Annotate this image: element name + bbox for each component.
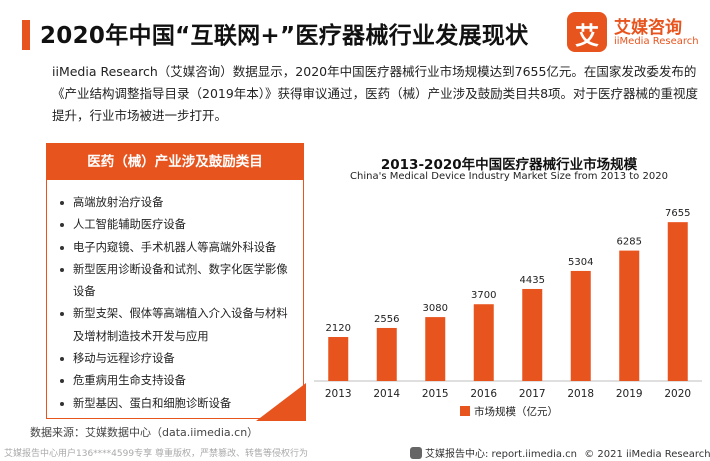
data-label-2018: 5304 xyxy=(568,257,593,268)
data-label-2015: 3080 xyxy=(423,303,448,314)
encouraged-categories-panel: 医药（械）产业涉及鼓励类目 高端放射治疗设备 人工智能辅助医疗设备 电子内窥镜、… xyxy=(46,143,304,419)
panel-corner-fold xyxy=(256,383,306,421)
list-item: 人工智能辅助医疗设备 xyxy=(59,214,293,236)
bar-2020 xyxy=(667,222,688,381)
panel-title: 医药（械）产业涉及鼓励类目 xyxy=(47,144,303,180)
intro-paragraph: iiMedia Research（艾媒咨询）数据显示，2020年中国医疗器械行业… xyxy=(52,64,699,123)
x-tick-label-2013: 2013 xyxy=(325,388,352,400)
data-label-2019: 6285 xyxy=(617,237,642,248)
bar-2017 xyxy=(522,288,543,381)
list-item: 新型基因、蛋白和细胞诊断设备 xyxy=(59,393,293,415)
bar-2014 xyxy=(376,327,397,381)
bar-2013 xyxy=(328,337,349,381)
bar-2015 xyxy=(425,317,446,381)
report-center-icon xyxy=(410,447,422,459)
list-item: 高端放射治疗设备 xyxy=(59,192,293,214)
report-site-link[interactable]: 艾媒报告中心: report.iimedia.cn xyxy=(425,449,577,460)
data-label-2017: 4435 xyxy=(520,275,545,286)
data-label-2014: 2556 xyxy=(374,314,399,325)
copyright: © 2021 iiMedia Research Inc xyxy=(584,449,710,460)
brand-logo-glyph: 艾 xyxy=(575,22,599,50)
market-size-bar-chart: 2120 2013 2556 2014 3080 2015 3700 2016 4435 2017… xyxy=(314,208,702,418)
chart-title: 2013-2020年中国医疗器械行业市场规模 xyxy=(380,157,638,173)
x-tick-label-2019: 2019 xyxy=(616,388,643,400)
data-label-2013: 2120 xyxy=(326,323,351,334)
list-item: 新型医用诊断设备和试剂、数字化医学影像设备 xyxy=(59,259,293,304)
list-item: 电子内窥镜、手术机器人等高端外科设备 xyxy=(59,237,293,259)
watermark-notice: 艾媒报告中心用户136****4599专享 尊重版权，严禁篡改、转售等侵权行为 xyxy=(4,449,308,459)
brand-subtitle: iiMedia Research xyxy=(614,36,699,47)
bar-2019 xyxy=(619,250,640,381)
page-title: 2020年中国“互联网+”医疗器械行业发展现状 xyxy=(40,23,529,49)
brand-logo: 艾 艾媒咨询 iiMedia Research xyxy=(567,10,707,54)
brand-logo-icon: 艾 xyxy=(567,12,607,52)
legend-label: 市场规模（亿元） xyxy=(474,405,558,418)
bar-2016 xyxy=(473,304,494,381)
x-tick-label-2016: 2016 xyxy=(470,388,497,400)
x-tick-label-2015: 2015 xyxy=(422,388,449,400)
category-list: 高端放射治疗设备 人工智能辅助医疗设备 电子内窥镜、手术机器人等高端外科设备 新… xyxy=(59,192,293,415)
list-item: 新型支架、假体等高端植入介入设备与材料及增材制造技术开发与应用 xyxy=(59,303,293,348)
data-label-2020: 7655 xyxy=(665,208,690,219)
x-tick-label-2018: 2018 xyxy=(567,388,594,400)
list-item: 移动与远程诊疗设备 xyxy=(59,348,293,370)
x-tick-label-2014: 2014 xyxy=(373,388,400,400)
chart-subtitle: China's Medical Device Industry Market S… xyxy=(350,171,668,182)
data-source: 数据来源：艾媒数据中心（data.iimedia.cn） xyxy=(30,426,259,439)
legend-swatch xyxy=(460,406,470,416)
x-tick-label-2017: 2017 xyxy=(519,388,546,400)
bar-2018 xyxy=(570,270,591,381)
list-item: 危重病用生命支持设备 xyxy=(59,370,293,392)
data-label-2016: 3700 xyxy=(471,290,496,301)
brand-name: 艾媒咨询 xyxy=(614,18,682,38)
title-accent-bar xyxy=(22,20,30,50)
x-tick-label-2020: 2020 xyxy=(664,388,691,400)
footer-credits: 艾媒报告中心: report.iimedia.cn © 2021 iiMedia… xyxy=(410,445,710,460)
